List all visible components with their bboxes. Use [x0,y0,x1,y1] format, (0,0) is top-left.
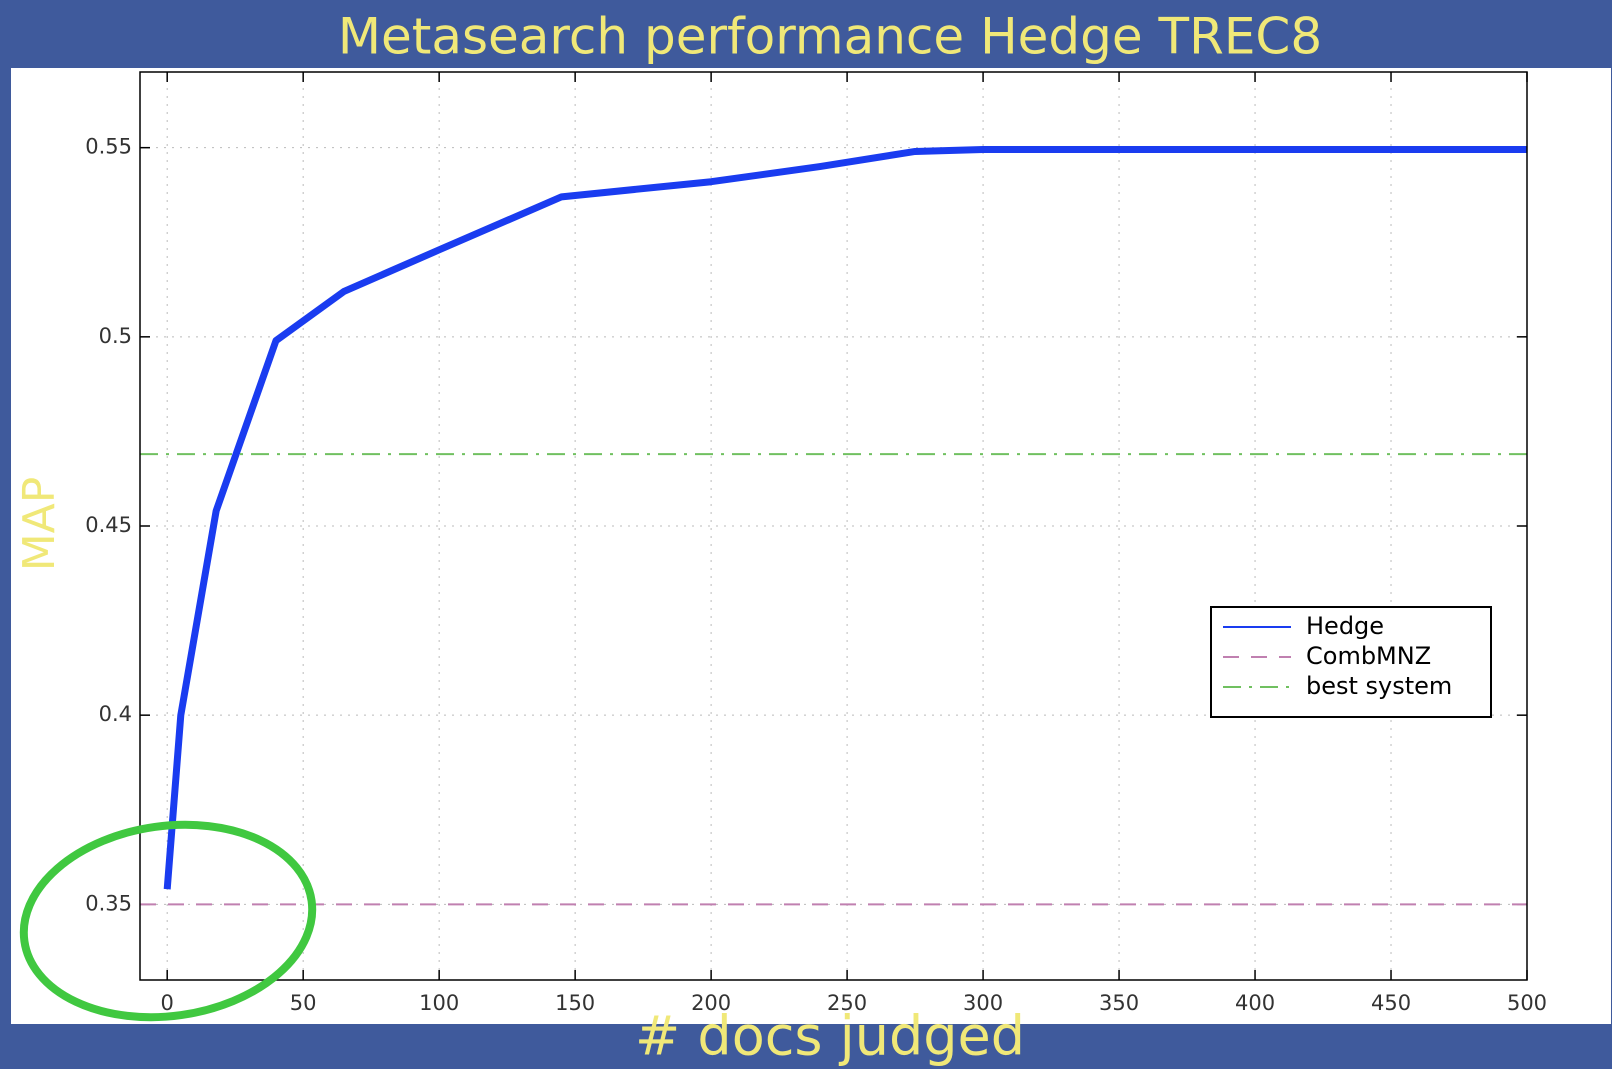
legend-label: CombMNZ [1306,642,1431,670]
legend-box [1210,606,1492,718]
y-tick-label: 0.55 [85,135,132,159]
plot: 0 50 100 150 200 250 300 350 400 450 500 0.35 0.4 0.4… [85,71,1547,1015]
y-tick-label: 0.4 [99,702,132,726]
legend-label: Hedge [1306,612,1384,640]
legend-label: best system [1306,672,1452,700]
x-axis-label: # docs judged [635,1005,1025,1068]
axes-frame [139,71,1528,981]
x-tick-label: 300 [963,991,1003,1015]
y-tick-label: 0.45 [85,513,132,537]
highlight-circle [19,820,317,1022]
x-tick-label: 350 [1099,991,1139,1015]
chart-title: Metasearch performance Hedge TREC8 [338,8,1322,66]
x-tick-label: 0 [161,991,174,1015]
y-tick-label: 0.5 [99,324,132,348]
y-axis-label: MAP [14,477,65,572]
plot-area [140,72,1527,980]
x-tick-label: 250 [827,991,867,1015]
y-tick-label: 0.35 [85,891,132,915]
line [163,146,1527,890]
x-tick-label: 150 [555,991,595,1015]
x-tick-label: 500 [1507,991,1547,1015]
x-tick-label: 400 [1235,991,1275,1015]
x-tick-label: 100 [419,991,459,1015]
x-tick-label: 450 [1371,991,1411,1015]
x-tick-label: 50 [290,991,317,1015]
x-tick-label: 200 [691,991,731,1015]
